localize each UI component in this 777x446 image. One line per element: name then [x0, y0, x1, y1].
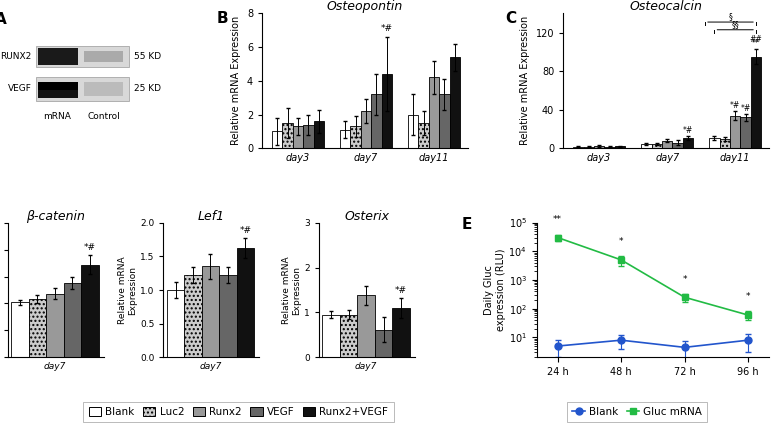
- Bar: [357, 295, 375, 358]
- Bar: [303, 125, 314, 149]
- Y-axis label: Daily Gluc
expression (RLU): Daily Gluc expression (RLU): [484, 249, 506, 331]
- Text: E: E: [462, 217, 472, 232]
- Bar: [429, 78, 439, 149]
- Bar: [672, 143, 683, 149]
- Bar: [11, 302, 29, 358]
- Bar: [740, 117, 751, 149]
- Bar: [314, 121, 324, 149]
- Text: ##: ##: [750, 35, 762, 44]
- Text: *#: *#: [683, 126, 693, 135]
- Text: *#: *#: [84, 243, 96, 252]
- Bar: [46, 294, 64, 358]
- Text: §§: §§: [731, 20, 739, 29]
- Bar: [652, 144, 662, 149]
- Bar: [282, 123, 293, 149]
- Bar: [375, 330, 392, 358]
- Bar: [361, 111, 371, 149]
- Y-axis label: Relative mRNA Expression: Relative mRNA Expression: [232, 16, 242, 145]
- Text: mRNA: mRNA: [43, 112, 71, 121]
- Text: B: B: [217, 11, 228, 26]
- Title: Lef1: Lef1: [198, 210, 225, 223]
- Bar: [439, 95, 450, 149]
- Y-axis label: Relative mRNA Expression: Relative mRNA Expression: [520, 16, 530, 145]
- Y-axis label: Relative mRNA
Expression: Relative mRNA Expression: [118, 256, 138, 324]
- Bar: [81, 264, 99, 358]
- Bar: [219, 275, 237, 358]
- Bar: [38, 49, 78, 65]
- Text: **: **: [553, 215, 563, 224]
- Bar: [340, 130, 350, 149]
- Text: *#: *#: [239, 226, 252, 235]
- Bar: [573, 147, 584, 149]
- Bar: [272, 132, 282, 149]
- Text: RUNX2: RUNX2: [1, 52, 32, 61]
- Text: *: *: [619, 237, 623, 246]
- Bar: [709, 138, 720, 149]
- Text: **: **: [752, 39, 760, 48]
- Bar: [85, 82, 124, 96]
- Text: *#: *#: [381, 24, 393, 33]
- Bar: [751, 57, 761, 149]
- Bar: [662, 140, 672, 149]
- Text: C: C: [506, 11, 517, 26]
- Bar: [350, 126, 361, 149]
- Bar: [184, 275, 202, 358]
- Bar: [382, 74, 392, 149]
- Bar: [730, 116, 740, 149]
- Text: *: *: [746, 292, 751, 301]
- Bar: [322, 315, 340, 358]
- Title: β-catenin: β-catenin: [26, 210, 85, 223]
- Bar: [202, 266, 219, 358]
- Bar: [85, 51, 124, 62]
- Title: Osteocalcin: Osteocalcin: [630, 0, 702, 13]
- Title: Osterix: Osterix: [344, 210, 389, 223]
- Bar: [293, 126, 303, 149]
- Bar: [371, 95, 382, 149]
- Legend: Blank, Gluc mRNA: Blank, Gluc mRNA: [567, 402, 708, 422]
- Text: Control: Control: [88, 112, 120, 121]
- Text: §: §: [729, 12, 733, 21]
- Bar: [419, 123, 429, 149]
- Legend: Blank, Luc2, Runx2, VEGF, Runx2+VEGF: Blank, Luc2, Runx2, VEGF, Runx2+VEGF: [83, 402, 394, 422]
- Y-axis label: Relative mRNA
Expression: Relative mRNA Expression: [282, 256, 301, 324]
- Bar: [683, 138, 693, 149]
- Text: VEGF: VEGF: [8, 84, 32, 94]
- Bar: [237, 248, 254, 358]
- Bar: [720, 139, 730, 149]
- Bar: [450, 57, 460, 149]
- Bar: [584, 147, 594, 149]
- Bar: [37, 77, 129, 101]
- Bar: [37, 46, 129, 67]
- Bar: [38, 82, 78, 90]
- Bar: [38, 90, 78, 99]
- Bar: [605, 147, 615, 149]
- Text: *: *: [682, 275, 687, 284]
- Bar: [167, 290, 184, 358]
- Text: 55 KD: 55 KD: [134, 52, 161, 61]
- Text: A: A: [0, 12, 7, 27]
- Text: *#: *#: [730, 101, 740, 110]
- Text: *#: *#: [395, 286, 407, 295]
- Bar: [29, 299, 46, 358]
- Text: 25 KD: 25 KD: [134, 84, 161, 94]
- Title: Osteopontin: Osteopontin: [327, 0, 403, 13]
- Bar: [392, 308, 409, 358]
- Bar: [340, 315, 357, 358]
- Bar: [594, 146, 605, 149]
- Bar: [615, 146, 625, 149]
- Bar: [64, 283, 81, 358]
- Bar: [408, 115, 419, 149]
- Text: *#: *#: [740, 103, 751, 113]
- Bar: [641, 145, 652, 149]
